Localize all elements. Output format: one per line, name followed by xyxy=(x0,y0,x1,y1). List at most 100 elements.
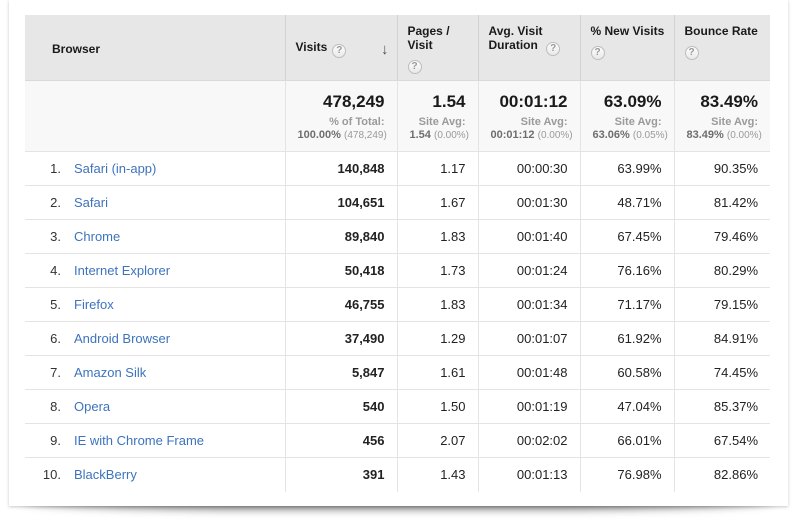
pct-new-visits-cell: 71.17% xyxy=(579,287,674,322)
summary-bounce-rate-cell: 83.49% Site Avg: 83.49% (0.00%) xyxy=(673,80,770,152)
bounce-rate-cell: 74.45% xyxy=(673,355,770,390)
pages-per-visit-cell: 1.17 xyxy=(396,151,478,186)
visits-cell: 540 xyxy=(284,389,397,424)
browser-cell: 4. Internet Explorer xyxy=(25,253,285,288)
pages-per-visit-column-label: Pages / Visit xyxy=(407,24,450,52)
browser-cell: 2. Safari xyxy=(25,185,285,220)
pages-per-visit-cell: 1.73 xyxy=(396,253,478,288)
col-header-avg-visit-duration[interactable]: Avg. Visit Duration ? xyxy=(477,15,580,81)
bounce-rate-column-label: Bounce Rate xyxy=(684,24,758,38)
bounce-rate-caption: Site Avg: xyxy=(711,116,758,128)
avg-visit-duration-cell: 00:00:30 xyxy=(477,151,580,186)
sort-descending-icon[interactable]: ↓ xyxy=(381,40,389,58)
avg-visit-duration-delta: (0.00%) xyxy=(537,130,573,141)
browser-link[interactable]: Safari xyxy=(74,195,108,210)
bounce-rate-cell: 82.86% xyxy=(673,457,770,492)
browser-column-label: Browser xyxy=(52,42,101,56)
pct-new-visits-cell: 66.01% xyxy=(579,423,674,458)
pct-new-visits-cell: 67.45% xyxy=(579,219,674,254)
col-header-bounce-rate[interactable]: Bounce Rate ? xyxy=(673,15,770,81)
table-row: 9. IE with Chrome Frame 456 2.07 00:02:02… xyxy=(25,423,770,458)
pct-new-visits-cell: 48.71% xyxy=(579,185,674,220)
browser-link[interactable]: Chrome xyxy=(74,229,121,244)
help-icon[interactable]: ? xyxy=(684,46,699,60)
avg-visit-duration-cell: 00:01:13 xyxy=(477,457,580,492)
pages-per-visit-cell: 1.61 xyxy=(396,355,478,390)
bounce-rate-site-value: 83.49% xyxy=(700,92,758,111)
visits-total-delta: (478,249) xyxy=(344,130,387,141)
avg-visit-duration-cell: 00:01:40 xyxy=(477,219,580,254)
pages-per-visit-cell: 1.83 xyxy=(396,219,478,254)
help-icon[interactable]: ? xyxy=(546,42,561,56)
pct-new-visits-delta: (0.05%) xyxy=(632,130,668,141)
browser-link[interactable]: BlackBerry xyxy=(74,467,137,483)
browser-cell: 8. Opera xyxy=(25,389,285,424)
pages-per-visit-cell: 1.29 xyxy=(396,321,478,356)
pct-new-visits-cell: 60.58% xyxy=(579,355,674,390)
pct-new-visits-avg: 63.06% xyxy=(592,129,630,141)
row-rank: 2. xyxy=(50,195,61,210)
row-rank: 7. xyxy=(50,365,61,380)
pages-per-visit-site-value: 1.54 xyxy=(432,92,466,111)
table-row: 10. BlackBerry 391 1.43 00:01:13 76.98% 8… xyxy=(25,457,770,492)
pct-new-visits-column-label: % New Visits xyxy=(590,24,665,38)
bounce-rate-cell: 90.35% xyxy=(673,151,770,186)
table-row: 5. Firefox 46,755 1.83 00:01:34 71.17% 79… xyxy=(25,287,770,322)
browser-stats-table: Browser Visits? ↓ Pages / Visit ? Avg. V… xyxy=(25,15,770,492)
browser-cell: 6. Android Browser xyxy=(25,321,285,356)
avg-visit-duration-column-label: Avg. Visit Duration xyxy=(488,24,543,52)
col-header-pct-new-visits[interactable]: % New Visits ? xyxy=(579,15,674,81)
pages-per-visit-cell: 1.83 xyxy=(396,287,478,322)
visits-cell: 46,755 xyxy=(284,287,397,322)
summary-visits-cell: 478,249 % of Total: 100.00% (478,249) xyxy=(284,80,397,152)
row-rank: 9. xyxy=(50,433,61,448)
pages-per-visit-cell: 1.43 xyxy=(396,457,478,492)
col-header-pages-per-visit[interactable]: Pages / Visit ? xyxy=(396,15,478,81)
summary-row: 478,249 % of Total: 100.00% (478,249) 1.… xyxy=(25,80,770,152)
help-icon[interactable]: ? xyxy=(332,44,347,58)
bounce-rate-cell: 81.42% xyxy=(673,185,770,220)
visits-label-group: Visits? xyxy=(296,40,347,58)
col-header-visits[interactable]: Visits? ↓ xyxy=(284,15,397,81)
pct-new-visits-site-value: 63.09% xyxy=(603,92,662,111)
visits-cell: 89,840 xyxy=(284,219,397,254)
avg-visit-duration-cell: 00:01:07 xyxy=(477,321,580,356)
browser-link[interactable]: IE with Chrome Frame xyxy=(74,433,205,448)
table-row: 7. Amazon Silk 5,847 1.61 00:01:48 60.58%… xyxy=(25,355,770,390)
avg-visit-duration-cell: 00:01:30 xyxy=(477,185,580,220)
help-icon[interactable]: ? xyxy=(590,46,605,60)
visits-total-pct: 100.00% xyxy=(297,129,341,141)
bounce-rate-cell: 80.29% xyxy=(673,253,770,288)
pages-per-visit-cell: 1.50 xyxy=(396,389,478,424)
browser-link[interactable]: Amazon Silk xyxy=(74,365,147,380)
browser-cell: 10. BlackBerry xyxy=(25,457,285,492)
help-icon[interactable]: ? xyxy=(407,60,422,74)
browser-link[interactable]: Firefox xyxy=(74,297,114,312)
table-header-row: Browser Visits? ↓ Pages / Visit ? Avg. V… xyxy=(25,15,770,81)
avg-visit-duration-caption: Site Avg: xyxy=(520,116,568,128)
browser-link[interactable]: Opera xyxy=(74,399,111,414)
browser-cell: 3. Chrome xyxy=(25,219,285,254)
pct-new-visits-cell: 76.98% xyxy=(579,457,674,492)
bounce-rate-cell: 79.15% xyxy=(673,287,770,322)
total-visits-value: 478,249 xyxy=(323,92,385,111)
browser-cell: 5. Firefox xyxy=(25,287,285,322)
browser-link[interactable]: Internet Explorer xyxy=(74,263,171,278)
browser-link[interactable]: Safari (in-app) xyxy=(74,161,157,176)
visits-cell: 37,490 xyxy=(284,321,397,356)
summary-pct-new-visits-cell: 63.09% Site Avg: 63.06% (0.05%) xyxy=(579,80,674,152)
visits-cell: 104,651 xyxy=(284,185,397,220)
pages-per-visit-cell: 1.67 xyxy=(396,185,478,220)
row-rank: 1. xyxy=(50,161,61,176)
pages-per-visit-avg: 1.54 xyxy=(409,129,431,141)
col-header-browser[interactable]: Browser xyxy=(25,15,285,81)
browser-link[interactable]: Android Browser xyxy=(74,331,171,346)
avg-visit-duration-cell: 00:01:19 xyxy=(477,389,580,424)
table-row: 2. Safari 104,651 1.67 00:01:30 48.71% 81… xyxy=(25,185,770,220)
bounce-rate-delta: (0.00%) xyxy=(726,130,762,141)
avg-visit-duration-cell: 00:01:24 xyxy=(477,253,580,288)
browser-cell: 1. Safari (in-app) xyxy=(25,151,285,186)
pages-per-visit-caption: Site Avg: xyxy=(418,116,466,128)
row-rank: 10. xyxy=(42,467,61,483)
table-row: 6. Android Browser 37,490 1.29 00:01:07 6… xyxy=(25,321,770,356)
